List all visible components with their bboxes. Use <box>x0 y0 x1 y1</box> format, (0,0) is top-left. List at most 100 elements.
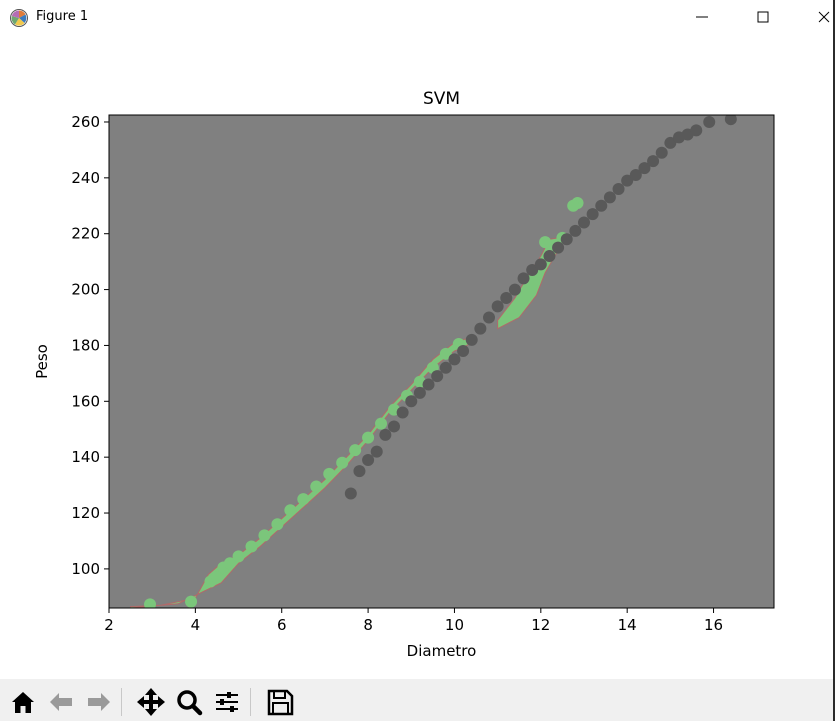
data-point <box>552 241 565 254</box>
data-point <box>439 361 452 374</box>
data-point <box>517 272 530 285</box>
data-point <box>271 518 284 531</box>
y-tick-label: 240 <box>71 169 100 187</box>
data-point <box>232 550 245 563</box>
data-point <box>431 370 444 383</box>
data-point <box>543 250 556 263</box>
data-point <box>578 216 590 229</box>
plot-frame <box>108 114 775 609</box>
x-tick-label: 4 <box>191 616 201 634</box>
title-bar[interactable]: Figure 1 <box>0 0 835 34</box>
y-tick-label: 120 <box>71 504 100 522</box>
y-tick-label: 100 <box>71 560 100 578</box>
navigation-toolbar <box>0 679 835 721</box>
data-point <box>483 311 495 324</box>
maximize-icon <box>757 11 769 23</box>
y-tick-label: 220 <box>71 225 100 243</box>
maximize-button[interactable] <box>740 0 786 34</box>
data-point <box>388 420 400 433</box>
data-point <box>457 345 470 358</box>
data-point <box>396 406 409 419</box>
data-point <box>474 322 487 335</box>
x-tick-label: 14 <box>618 616 637 634</box>
data-point <box>586 208 599 221</box>
data-point <box>439 347 452 360</box>
window-title: Figure 1 <box>36 9 89 24</box>
data-point <box>603 191 616 204</box>
y-tick-label: 160 <box>71 392 100 410</box>
data-point <box>621 174 634 187</box>
data-point <box>422 378 435 391</box>
data-point <box>569 224 582 237</box>
data-point <box>379 428 392 441</box>
data-point <box>703 115 716 128</box>
figure-canvas[interactable]: 2 4 6 8 10 12 14 16 100 120 140 160 180 200 220 240 260… <box>0 34 835 679</box>
data-point <box>690 124 703 137</box>
data-point <box>323 467 336 480</box>
x-tick-label: 6 <box>277 616 287 634</box>
minimize-icon <box>696 16 708 18</box>
data-point <box>258 529 271 542</box>
x-axis-ticks: 2 4 6 8 10 12 14 16 <box>104 608 723 634</box>
y-tick-label: 260 <box>71 113 100 131</box>
subplots-button[interactable] <box>212 687 242 717</box>
data-point <box>491 300 504 313</box>
x-tick-label: 8 <box>363 616 373 634</box>
data-point <box>144 598 157 608</box>
data-point <box>185 595 198 608</box>
data-point <box>284 504 297 517</box>
data-point <box>362 453 375 466</box>
data-point <box>724 115 737 126</box>
x-axis-label: Diametro <box>407 642 477 660</box>
minimize-button[interactable] <box>679 0 725 34</box>
data-point <box>370 445 383 458</box>
y-axis-label: Peso <box>33 344 51 379</box>
data-point <box>210 571 223 584</box>
close-button[interactable] <box>801 0 833 34</box>
x-tick-label: 12 <box>531 616 550 634</box>
save-button[interactable] <box>265 687 295 717</box>
data-point <box>362 431 375 444</box>
data-point <box>567 199 580 212</box>
data-point <box>375 417 388 430</box>
data-point <box>638 162 651 175</box>
data-point <box>297 493 310 506</box>
y-axis-ticks: 100 120 140 160 180 200 220 240 260 <box>71 113 109 578</box>
y-tick-label: 180 <box>71 336 100 354</box>
data-point <box>534 258 547 271</box>
sliders-icon <box>216 692 238 712</box>
data-point <box>647 155 660 168</box>
data-point <box>500 291 513 304</box>
x-tick-label: 16 <box>704 616 723 634</box>
matplotlib-logo-icon <box>9 8 29 28</box>
pan-button[interactable] <box>136 687 166 717</box>
data-point <box>629 169 642 182</box>
toolbar-separator <box>250 688 251 716</box>
magnifier-icon <box>177 690 203 716</box>
chart-title: SVM <box>423 89 460 109</box>
data-point <box>448 353 461 366</box>
data-point <box>405 395 418 408</box>
data-point <box>353 465 366 478</box>
floppy-disk-icon <box>267 689 294 716</box>
data-point <box>664 136 677 149</box>
home-icon <box>12 692 34 713</box>
y-tick-label: 200 <box>71 281 100 299</box>
close-icon <box>818 11 830 23</box>
data-point <box>526 264 539 277</box>
window-border <box>833 0 835 721</box>
zoom-button[interactable] <box>174 687 204 717</box>
data-point <box>245 540 258 553</box>
forward-button[interactable] <box>84 687 114 717</box>
data-point <box>595 199 608 212</box>
data-point <box>413 386 426 399</box>
data-point <box>539 236 552 249</box>
data-point <box>349 444 362 457</box>
data-point <box>310 480 323 493</box>
y-tick-label: 140 <box>71 448 100 466</box>
back-button[interactable] <box>46 687 76 717</box>
svm-chart: 2 4 6 8 10 12 14 16 100 120 140 160 180 200 220 240 260… <box>33 89 775 660</box>
arrow-right-icon <box>88 693 110 711</box>
data-point <box>560 233 573 246</box>
home-button[interactable] <box>8 687 38 717</box>
